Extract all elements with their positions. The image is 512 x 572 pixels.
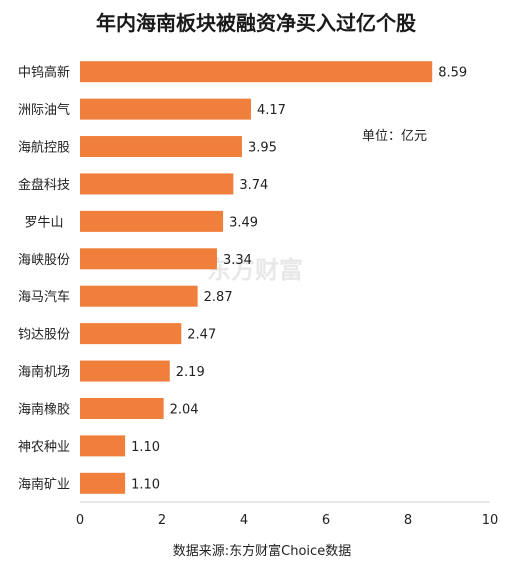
value-labels: 8.59 4.17 3.95 3.74 3.49 3.34 2.87 2.47 2.19 2.04… xyxy=(131,66,467,493)
bar-3 xyxy=(80,136,242,158)
value-label-6: 3.34 xyxy=(223,253,252,268)
source-note: 数据来源:东方财富Choice数据 xyxy=(173,543,351,559)
category-label-10: 海南橡胶 xyxy=(18,401,70,417)
value-label-2: 4.17 xyxy=(257,103,286,118)
x-tick-0: 0 xyxy=(76,513,84,528)
value-label-11: 1.10 xyxy=(131,440,160,455)
bar-5 xyxy=(80,210,224,232)
bar-1 xyxy=(80,61,433,83)
x-tick-6: 6 xyxy=(322,513,330,528)
category-label-9: 海南机场 xyxy=(18,364,70,380)
x-tick-2: 2 xyxy=(158,513,166,528)
bar-7 xyxy=(80,285,198,307)
category-label-2: 洲际油气 xyxy=(18,102,70,118)
bar-4 xyxy=(80,173,234,195)
bar-9 xyxy=(80,360,170,382)
category-label-7: 海马汽车 xyxy=(18,289,70,305)
value-label-12: 1.10 xyxy=(131,477,160,492)
chart-title: 年内海南板块被融资净买入过亿个股 xyxy=(96,11,416,35)
bars-group xyxy=(80,61,433,494)
bar-11 xyxy=(80,435,126,457)
category-label-11: 神农种业 xyxy=(18,440,70,455)
category-label-8: 钧达股份 xyxy=(18,328,70,343)
value-label-10: 2.04 xyxy=(170,402,199,417)
value-label-7: 2.87 xyxy=(204,290,233,305)
value-label-5: 3.49 xyxy=(229,215,258,230)
value-label-9: 2.19 xyxy=(176,365,205,380)
bar-6 xyxy=(80,248,217,270)
category-label-6: 海峡股份 xyxy=(18,253,70,268)
bar-12 xyxy=(80,472,126,494)
value-label-3: 3.95 xyxy=(248,141,277,156)
category-label-1: 中钨高新 xyxy=(18,65,70,81)
bar-10 xyxy=(80,397,164,419)
value-label-8: 2.47 xyxy=(187,328,216,343)
x-tick-10: 10 xyxy=(482,513,499,528)
category-label-3: 海航控股 xyxy=(18,140,70,156)
value-label-1: 8.59 xyxy=(438,66,467,81)
category-labels: 中钨高新洲际油气海航控股金盘科技罗牛山海峡股份海马汽车钧达股份海南机场海南橡胶神… xyxy=(18,65,70,493)
category-label-4: 金盘科技 xyxy=(18,177,70,193)
bar-2 xyxy=(80,98,251,120)
value-label-4: 3.74 xyxy=(239,178,268,193)
unit-label: 单位：亿元 xyxy=(362,129,427,144)
bar-8 xyxy=(80,323,182,345)
category-label-12: 海南矿业 xyxy=(18,476,70,492)
x-tick-4: 4 xyxy=(240,513,248,528)
x-tick-8: 8 xyxy=(404,513,412,528)
watermark: 东方财富 xyxy=(207,256,303,284)
x-tick-labels: 0 2 4 6 8 10 xyxy=(76,513,498,528)
category-label-5: 罗牛山 xyxy=(24,215,63,230)
